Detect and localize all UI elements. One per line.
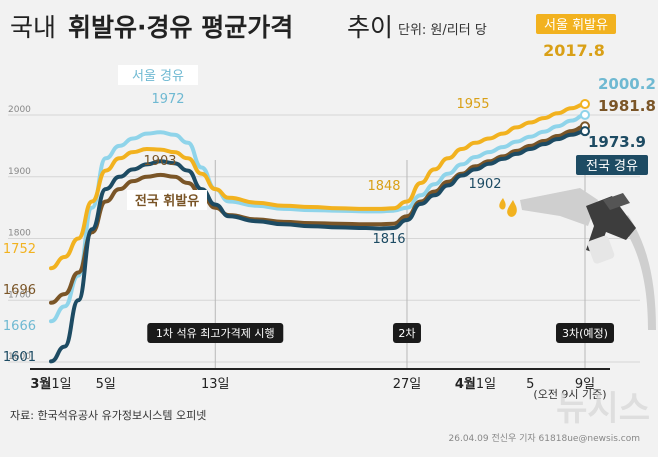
legend-label-national-gasoline: 전국 휘발유 — [135, 193, 199, 209]
fuel-drop-icon — [499, 198, 517, 217]
y-tick-label-2000: 2000 — [8, 105, 31, 115]
label-1955-seoul-gasoline: 1955 — [456, 97, 489, 112]
peak-label-seoul-diesel: 1972 — [151, 92, 184, 107]
credit-line: 26.04.09 전신우 기자 61818ue@newsis.com — [449, 433, 641, 444]
start-label-national-gasoline: 1696 — [3, 283, 36, 298]
legend-box-seoul-gasoline — [536, 14, 616, 34]
series-line-3 — [49, 129, 587, 364]
source-note: 자료: 한국석유공사 유가정보시스템 오피넷 — [10, 409, 206, 422]
x-tick-label-4: 4월1일 — [455, 376, 496, 392]
annotation-box-0 — [147, 323, 284, 343]
annotation-label-2: 3차(예정) — [562, 327, 608, 340]
annotation-box-1 — [392, 323, 421, 343]
legend-label-seoul-gasoline: 서울 휘발유 — [544, 18, 608, 33]
legend-box-seoul-diesel — [118, 65, 198, 85]
start-label-seoul-diesel: 1666 — [3, 319, 36, 334]
low-label-national-diesel: 1816 — [372, 232, 405, 247]
series-end-point-3 — [580, 126, 590, 137]
series-line-1 — [49, 112, 587, 324]
x-tick-label-2: 13일 — [201, 377, 230, 392]
legend-label-seoul-diesel: 서울 경유 — [132, 69, 184, 84]
legend-label-national-diesel: 전국 경유 — [586, 159, 638, 174]
legend-box-national-diesel — [576, 155, 648, 175]
x-tick-label-6: 9일 — [575, 377, 595, 392]
time-note: (오전 9시 기준) — [533, 388, 606, 401]
y-tick-label-1900: 1900 — [8, 167, 31, 177]
series-end-point-1 — [580, 109, 590, 120]
annotation-label-0: 1차 석유 최고가격제 시행 — [156, 327, 275, 340]
end-value-national-gasoline: 1981.8 — [598, 97, 656, 115]
x-tick-label-0: 3월1일 — [30, 376, 71, 392]
chart-title-suffix: 추이 — [347, 13, 393, 42]
end-value-national-diesel: 1973.9 — [588, 133, 646, 151]
unit-label: 단위: 원/리터 당 — [398, 23, 487, 38]
y-tick-label-1800: 1800 — [8, 229, 31, 239]
grid-layer: 1600 1700 1800 1900 2000 — [8, 105, 640, 370]
chart-title-prefix: 국내 — [10, 13, 56, 42]
annotation-box-2 — [556, 323, 614, 343]
x-tick-label-1: 5일 — [96, 377, 116, 392]
end-value-seoul-diesel: 2000.2 — [598, 75, 656, 93]
start-label-seoul-gasoline: 1752 — [3, 242, 36, 257]
fuel-nozzle-icon — [520, 188, 656, 330]
series-line-2 — [49, 124, 587, 305]
x-tick-label-5: 5 — [526, 377, 534, 392]
start-label-national-diesel: 1601 — [3, 350, 36, 365]
y-tick-label-1600: 1600 — [8, 352, 31, 362]
label-1902-national-diesel: 1902 — [468, 177, 501, 192]
chart-title: 휘발유·경유 평균가격 — [68, 13, 293, 42]
peak-label-national-gasoline: 1903 — [143, 154, 176, 169]
legend-box-national-gasoline — [127, 190, 207, 210]
x-tick-label-3: 27일 — [393, 377, 422, 392]
annotation-label-1: 2차 — [398, 327, 415, 340]
end-value-seoul-gasoline: 2017.8 — [543, 41, 605, 60]
mid-label-seoul-gasoline: 1848 — [367, 179, 400, 194]
series-end-point-0 — [580, 99, 590, 110]
series-line-0 — [49, 102, 587, 271]
y-tick-label-1700: 1700 — [8, 290, 31, 300]
watermark-logo: 뉴시스 — [556, 389, 650, 429]
